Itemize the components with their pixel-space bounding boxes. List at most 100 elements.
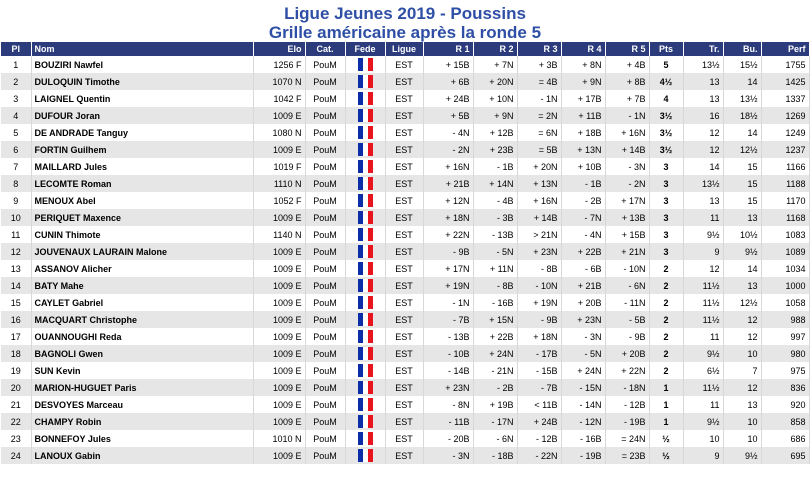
player-points: 3 [649, 226, 684, 243]
france-flag-icon [357, 262, 373, 275]
tiebreak-tr: 13 [683, 192, 724, 209]
player-name[interactable]: DULOQUIN Timothe [31, 73, 254, 90]
header-r3[interactable]: R 3 [517, 42, 562, 56]
tiebreak-bu: 13 [723, 396, 762, 413]
tiebreak-bu: 10½ [723, 226, 762, 243]
player-name[interactable]: PERIQUET Maxence [31, 209, 254, 226]
player-category: PouM [305, 396, 346, 413]
federation-flag [345, 107, 386, 124]
table-row: 21 DESVOYES Marceau 1009 E PouM EST - 8N + 19B… [1, 396, 810, 413]
player-name[interactable]: MARION-HUGUET Paris [31, 379, 254, 396]
header-bu[interactable]: Bu. [723, 42, 762, 56]
table-header-row: Pl Nom Elo Cat. Fede Ligue R 1 R 2 R 3 R… [1, 42, 810, 56]
player-league: EST [385, 413, 424, 430]
round-1-result: - 9B [423, 243, 474, 260]
player-category: PouM [305, 260, 346, 277]
player-name[interactable]: OUANNOUGHI Reda [31, 328, 254, 345]
player-category: PouM [305, 73, 346, 90]
france-flag-icon [357, 245, 373, 258]
player-points: 3 [649, 158, 684, 175]
player-name[interactable]: LAIGNEL Quentin [31, 90, 254, 107]
player-points: 5 [649, 56, 684, 73]
table-row: 2 DULOQUIN Timothe 1070 N PouM EST + 6B + 20N =… [1, 73, 810, 90]
table-row: 10 PERIQUET Maxence 1009 E PouM EST + 18N - 3B… [1, 209, 810, 226]
round-1-result: + 15B [423, 56, 474, 73]
round-4-result: - 6B [561, 260, 606, 277]
table-row: 6 FORTIN Guilhem 1009 E PouM EST - 2N + 23B = 5… [1, 141, 810, 158]
round-4-result: + 23N [561, 311, 606, 328]
tiebreak-tr: 13 [683, 90, 724, 107]
header-perf[interactable]: Perf [761, 42, 810, 56]
round-1-result: + 17N [423, 260, 474, 277]
round-3-result: + 24B [517, 413, 562, 430]
header-cat[interactable]: Cat. [305, 42, 346, 56]
player-league: EST [385, 328, 424, 345]
header-elo[interactable]: Elo [253, 42, 306, 56]
round-3-result: - 7B [517, 379, 562, 396]
round-4-result: - 19B [561, 447, 606, 464]
federation-flag [345, 362, 386, 379]
france-flag-icon [357, 143, 373, 156]
round-5-result: - 3N [605, 158, 650, 175]
header-r2[interactable]: R 2 [473, 42, 518, 56]
player-performance: 920 [761, 396, 810, 413]
player-elo: 1080 N [253, 124, 306, 141]
player-name[interactable]: MAILLARD Jules [31, 158, 254, 175]
header-r1[interactable]: R 1 [423, 42, 474, 56]
player-name[interactable]: BATY Mahe [31, 277, 254, 294]
round-4-result: - 14N [561, 396, 606, 413]
player-name[interactable]: JOUVENAUX LAURAIN Malone [31, 243, 254, 260]
round-1-result: - 7B [423, 311, 474, 328]
player-name[interactable]: MENOUX Abel [31, 192, 254, 209]
round-1-result: - 3N [423, 447, 474, 464]
round-5-result: + 22N [605, 362, 650, 379]
header-tr[interactable]: Tr. [683, 42, 724, 56]
federation-flag [345, 158, 386, 175]
federation-flag [345, 209, 386, 226]
header-r4[interactable]: R 4 [561, 42, 606, 56]
player-name[interactable]: LECOMTE Roman [31, 175, 254, 192]
player-category: PouM [305, 107, 346, 124]
federation-flag [345, 141, 386, 158]
player-elo: 1042 F [253, 90, 306, 107]
player-league: EST [385, 124, 424, 141]
header-fede[interactable]: Fede [345, 42, 386, 56]
player-name[interactable]: BAGNOLI Gwen [31, 345, 254, 362]
header-ligue[interactable]: Ligue [385, 42, 424, 56]
header-pl[interactable]: Pl [1, 42, 32, 56]
round-5-result: - 18N [605, 379, 650, 396]
tiebreak-tr: 12 [683, 124, 724, 141]
table-row: 4 DUFOUR Joran 1009 E PouM EST + 5B + 9N = 2N + … [1, 107, 810, 124]
player-category: PouM [305, 294, 346, 311]
player-name[interactable]: CHAMPY Robin [31, 413, 254, 430]
round-4-result: - 16B [561, 430, 606, 447]
player-name[interactable]: BONNEFOY Jules [31, 430, 254, 447]
player-name[interactable]: MACQUART Christophe [31, 311, 254, 328]
player-name[interactable]: DUFOUR Joran [31, 107, 254, 124]
player-name[interactable]: CUNIN Thimote [31, 226, 254, 243]
player-name[interactable]: DESVOYES Marceau [31, 396, 254, 413]
table-row: 14 BATY Mahe 1009 E PouM EST + 19N - 8B - 10N + … [1, 277, 810, 294]
round-4-result: + 21B [561, 277, 606, 294]
player-category: PouM [305, 311, 346, 328]
header-r5[interactable]: R 5 [605, 42, 650, 56]
player-name[interactable]: DE ANDRADE Tanguy [31, 124, 254, 141]
player-name[interactable]: LANOUX Gabin [31, 447, 254, 464]
header-pts[interactable]: Pts [649, 42, 684, 56]
player-name[interactable]: SUN Kevin [31, 362, 254, 379]
player-category: PouM [305, 158, 346, 175]
federation-flag [345, 328, 386, 345]
round-3-result: - 1N [517, 90, 562, 107]
player-name[interactable]: ASSANOV Alicher [31, 260, 254, 277]
round-1-result: + 6B [423, 73, 474, 90]
france-flag-icon [357, 381, 373, 394]
round-5-result: + 14B [605, 141, 650, 158]
round-2-result: - 5N [473, 243, 518, 260]
tiebreak-bu: 15 [723, 158, 762, 175]
player-name[interactable]: BOUZIRI Nawfel [31, 56, 254, 73]
player-name[interactable]: CAYLET Gabriel [31, 294, 254, 311]
player-category: PouM [305, 209, 346, 226]
player-name[interactable]: FORTIN Guilhem [31, 141, 254, 158]
header-nom[interactable]: Nom [31, 42, 254, 56]
round-2-result: - 18B [473, 447, 518, 464]
